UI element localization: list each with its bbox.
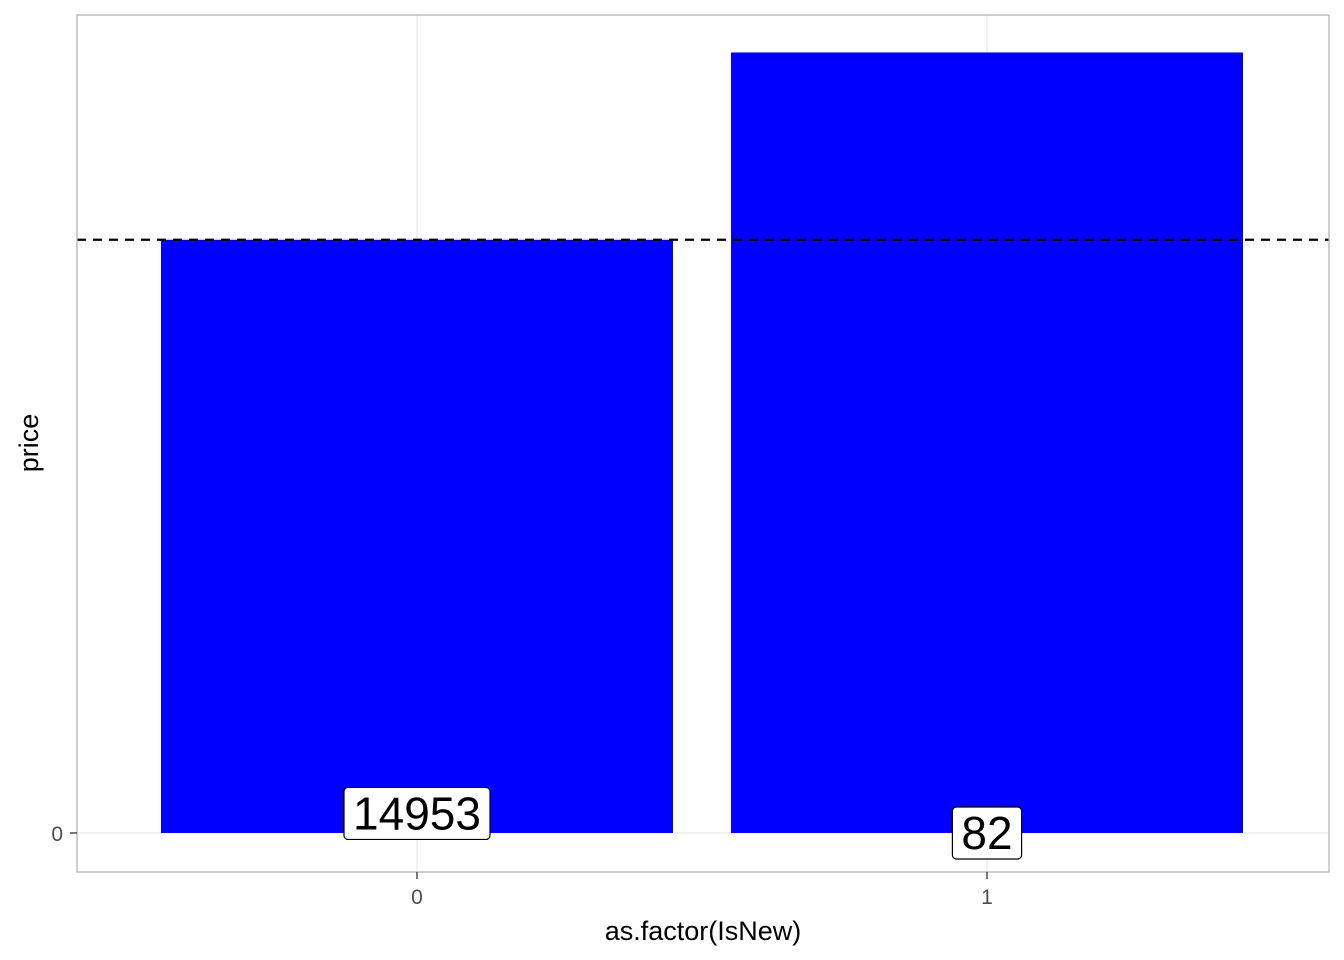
x-axis-title: as.factor(IsNew) [605,916,802,946]
x-tick-label-1: 1 [981,886,993,909]
data-label-1: 82 [961,807,1012,859]
x-tick-label-0: 0 [411,886,423,909]
data-label-box-0 [343,786,491,841]
bar-1 [731,52,1243,833]
data-label-0: 14953 [353,787,481,839]
data-label-box-1 [951,806,1023,860]
y-tick-label-0: 0 [51,823,63,846]
bar-0 [161,239,673,833]
panel-border [76,14,1330,873]
y-axis-title: price [14,414,44,473]
bars [161,52,1243,833]
axis-ticks: 0 0 1 [51,823,993,909]
data-labels: 14953 82 [343,786,1023,860]
